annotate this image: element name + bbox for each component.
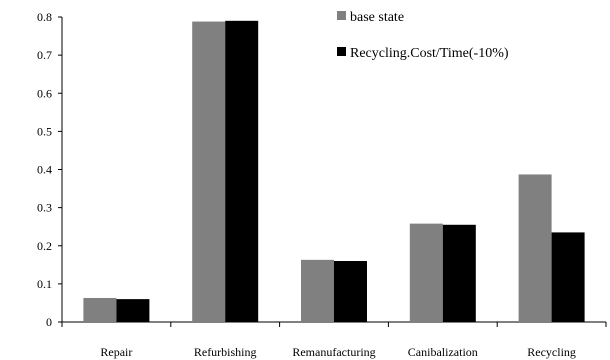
- bar-recycling-cost-time: [225, 20, 259, 322]
- y-tick-label: 0.4: [37, 163, 52, 177]
- x-axis-categories: Repair Refurbishing Remanufacturing Canibal…: [61, 322, 607, 359]
- bar-base-state: [192, 21, 226, 322]
- bar-base-state: [83, 297, 117, 322]
- bars: [83, 20, 585, 322]
- legend-label: Recycling.Cost/Time(-10%): [350, 46, 509, 61]
- x-category-label: Canibalization: [408, 345, 478, 359]
- bar-recycling-cost-time: [442, 224, 476, 322]
- x-category-label: Refurbishing: [194, 345, 257, 359]
- y-tick-label: 0.8: [37, 10, 52, 24]
- bar-recycling-cost-time: [334, 261, 367, 322]
- legend-swatch: [337, 47, 346, 56]
- bar-base-state: [301, 259, 334, 322]
- legend-swatch: [337, 11, 346, 20]
- bar-base-state: [409, 223, 443, 322]
- y-tick-label: 0.1: [37, 277, 52, 291]
- y-tick-label: 0.7: [37, 48, 52, 62]
- x-category-label: Recycling: [527, 345, 576, 359]
- x-category-label: Repair: [100, 345, 132, 359]
- y-tick-label: 0.2: [37, 239, 52, 253]
- x-category-label: Remanufacturing: [292, 345, 375, 359]
- bar-recycling-cost-time: [116, 299, 150, 322]
- y-tick-label: 0.5: [37, 124, 52, 138]
- legend-label: base state: [350, 10, 404, 25]
- y-axis-ticks: 0 0.1 0.2 0.3 0.4 0.5 0.6 0.7 0.8: [37, 10, 62, 329]
- bar-base-state: [518, 174, 552, 322]
- y-tick-label: 0.6: [37, 86, 52, 100]
- y-tick-label: 0: [46, 315, 52, 329]
- bar-recycling-cost-time: [551, 232, 585, 322]
- legend: base state Recycling.Cost/Time(-10%): [337, 10, 509, 61]
- y-tick-label: 0.3: [37, 201, 52, 215]
